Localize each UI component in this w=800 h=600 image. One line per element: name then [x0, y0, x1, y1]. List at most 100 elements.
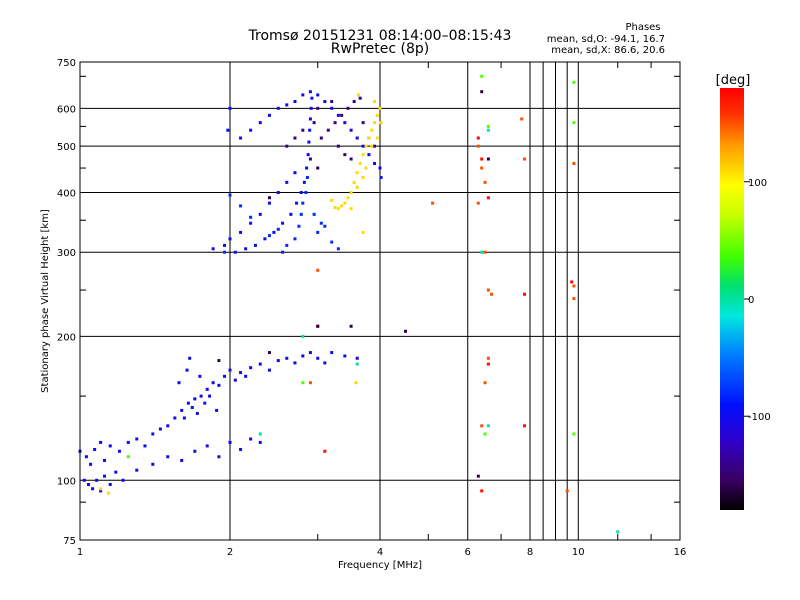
data-point: [190, 405, 194, 409]
data-point: [86, 482, 90, 486]
data-point: [486, 356, 490, 360]
data-point: [228, 440, 232, 444]
data-point: [151, 432, 155, 436]
data-point: [272, 230, 276, 234]
data-point: [108, 482, 112, 486]
data-point: [358, 96, 362, 100]
data-point: [379, 175, 383, 179]
data-point: [285, 144, 289, 148]
data-point: [572, 284, 576, 288]
data-point: [616, 530, 620, 534]
data-point: [316, 324, 320, 328]
data-point: [239, 230, 243, 234]
data-point: [352, 100, 356, 104]
data-point: [281, 250, 285, 254]
data-point: [199, 394, 203, 398]
data-point: [308, 351, 312, 355]
data-point: [228, 193, 232, 197]
x-tick-label: 8: [527, 547, 533, 558]
data-point: [208, 394, 212, 398]
data-point: [177, 381, 181, 385]
data-point: [267, 201, 271, 205]
data-point: [188, 356, 192, 360]
data-point: [476, 144, 480, 148]
data-point: [239, 136, 243, 140]
y-axis-label: Stationary phase Virtual Height [km]: [40, 209, 51, 393]
data-point: [299, 190, 303, 194]
data-point: [276, 190, 280, 194]
data-point: [285, 243, 289, 247]
data-point: [480, 489, 484, 493]
data-point: [99, 487, 103, 491]
data-point: [373, 161, 377, 165]
data-point: [486, 128, 490, 132]
data-point: [217, 455, 221, 459]
y-tick-label: 600: [57, 104, 76, 115]
data-point: [217, 359, 221, 363]
data-point: [135, 437, 139, 441]
data-point: [135, 468, 139, 472]
data-point: [346, 106, 350, 110]
data-point: [182, 416, 186, 420]
data-point: [336, 207, 340, 211]
data-point: [304, 190, 308, 194]
data-point: [370, 128, 374, 132]
data-point: [293, 171, 297, 175]
data-point: [490, 292, 494, 296]
data-point: [476, 474, 480, 478]
data-point: [285, 103, 289, 107]
data-point: [143, 444, 147, 448]
data-point: [249, 215, 253, 219]
data-point: [379, 121, 383, 125]
data-point: [258, 432, 262, 436]
plot-frame: [79, 61, 681, 541]
data-point: [480, 250, 484, 254]
data-point: [330, 351, 334, 355]
data-point: [343, 153, 347, 157]
data-point: [340, 204, 344, 208]
data-point: [103, 474, 107, 478]
data-point: [249, 128, 253, 132]
data-point: [333, 206, 337, 210]
x-tick-label: 4: [377, 547, 383, 558]
data-point: [330, 100, 334, 104]
data-point: [301, 381, 305, 385]
data-point: [483, 432, 487, 436]
data-point: [293, 237, 297, 241]
data-point: [249, 221, 253, 225]
data-point: [316, 93, 320, 97]
data-point: [364, 166, 368, 170]
x-tick-label: 1: [77, 547, 83, 558]
data-point: [217, 383, 221, 387]
data-point: [330, 240, 334, 244]
data-point: [486, 196, 490, 200]
data-point: [323, 100, 327, 104]
data-point: [306, 153, 310, 157]
x-tick-label: 16: [674, 547, 687, 558]
data-point: [106, 491, 110, 495]
data-point: [99, 489, 103, 493]
data-point: [349, 190, 353, 194]
grid-lines: [80, 62, 680, 540]
data-point: [480, 424, 484, 428]
data-point: [476, 136, 480, 140]
data-point: [361, 121, 365, 125]
data-point: [523, 424, 527, 428]
data-point: [226, 128, 230, 132]
data-point: [223, 250, 227, 254]
data-point: [486, 124, 490, 128]
data-point: [570, 280, 574, 284]
data-point: [346, 196, 350, 200]
data-point: [258, 362, 262, 366]
data-point: [239, 204, 243, 208]
data-point: [126, 440, 130, 444]
data-point: [373, 100, 377, 104]
data-point: [302, 180, 306, 184]
data-point: [572, 80, 576, 84]
data-point: [480, 74, 484, 78]
data-point: [378, 166, 382, 170]
data-point: [307, 140, 311, 144]
y-tick-label: 75: [63, 536, 76, 547]
data-point: [228, 368, 232, 372]
data-point: [480, 157, 484, 161]
